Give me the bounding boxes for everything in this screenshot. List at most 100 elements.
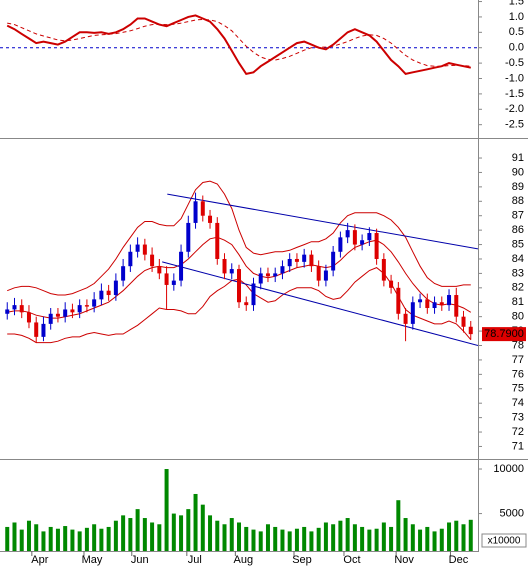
volume-bar [396, 500, 401, 551]
volume-bar [381, 522, 386, 551]
x-tick-label: Apr [31, 554, 48, 566]
volume-bar [113, 520, 118, 551]
volume-bar [418, 529, 423, 551]
y-tick-label: 72 [512, 426, 524, 438]
y-tick-label: 0.5 [509, 26, 524, 38]
candle-body [439, 302, 444, 306]
volume-bar [316, 527, 321, 551]
y-tick-label: 10000 [493, 463, 524, 475]
candle-body [454, 295, 459, 317]
y-tick-label: -0.5 [505, 57, 524, 69]
volume-bar [258, 531, 263, 551]
candle-body [34, 322, 39, 337]
volume-bar [265, 524, 270, 551]
unit-box [481, 533, 527, 548]
y-tick-label: -2.5 [505, 119, 524, 131]
candle-body [5, 309, 10, 314]
candle-body [237, 269, 241, 303]
volume-bar [200, 504, 205, 551]
volume-bar [150, 522, 155, 551]
volume-bar [55, 528, 60, 551]
candle-body [55, 313, 60, 317]
y-tick-label: 1.0 [509, 11, 524, 23]
candle-body [418, 299, 423, 303]
candle-body [468, 326, 473, 335]
volume-bar [345, 518, 350, 551]
candle-body [128, 251, 133, 267]
candle-body [432, 302, 437, 309]
volume-bar [193, 493, 198, 551]
x-tick-label: Jun [131, 554, 149, 566]
candle-body [200, 201, 205, 216]
candle-body [179, 251, 184, 281]
candle-body [48, 313, 53, 324]
volume-bar [208, 515, 213, 551]
volume-bar [251, 529, 256, 551]
y-tick-label: 87 [512, 210, 524, 222]
volume-bar [121, 515, 126, 551]
volume-bar [287, 531, 292, 551]
candle-body [447, 295, 452, 306]
y-tick-label: 71 [512, 440, 524, 452]
y-tick-label: 80 [512, 311, 524, 323]
volume-bar [280, 529, 285, 551]
volume-bar [135, 509, 140, 551]
candle-body [113, 280, 118, 296]
volume-bar [171, 513, 176, 551]
y-tick-label: 85 [512, 238, 524, 250]
x-tick-label: Oct [343, 554, 360, 566]
candle-body [265, 273, 270, 277]
unit-label: x10000 [488, 536, 521, 547]
x-tick-label: Sep [292, 554, 312, 566]
oscillator-line [7, 18, 471, 67]
candle-body [396, 287, 401, 314]
volume-bar [48, 526, 53, 551]
volume-bar [352, 524, 357, 551]
y-tick-label: 77 [512, 354, 524, 366]
y-tick-label: 89 [512, 181, 524, 193]
candle-body [77, 305, 82, 313]
volume-bar [128, 518, 133, 551]
y-tick-label: 0.0 [509, 42, 524, 54]
volume-bar [302, 526, 307, 551]
y-tick-label: -1.5 [505, 88, 524, 100]
volume-bar [229, 518, 234, 551]
volume-bar [222, 524, 227, 551]
candle-body [157, 266, 162, 274]
volume-bar [273, 526, 278, 551]
volume-bar [92, 524, 97, 551]
candle-body [26, 312, 31, 323]
candle-body [331, 251, 336, 271]
volume-bar [432, 531, 437, 551]
volume-bar [19, 529, 24, 551]
candle-body [121, 266, 126, 281]
y-tick-label: -2.0 [505, 103, 524, 115]
candle-body [164, 273, 169, 285]
volume-bar [461, 524, 466, 551]
y-tick-label: 86 [512, 224, 524, 236]
candle-body [12, 305, 17, 310]
volume-bar [367, 529, 372, 551]
candle-body [338, 237, 343, 252]
y-tick-label: 81 [512, 296, 524, 308]
candle-body [258, 273, 263, 284]
last-price-label: 78.7900 [484, 328, 524, 340]
candle-body [273, 273, 278, 277]
candle-body [360, 240, 365, 245]
candle-body [193, 201, 198, 223]
x-tick-label: Jul [188, 554, 202, 566]
volume-bar [360, 526, 365, 551]
y-tick-label: 91 [512, 152, 524, 164]
candle-body [208, 215, 213, 223]
candle-body [389, 280, 394, 288]
candle-body [309, 254, 314, 267]
volume-bar [215, 520, 220, 551]
plot-area [5, 180, 478, 346]
volume-bar [164, 469, 169, 551]
candle-body [323, 270, 328, 281]
x-tick-label: Nov [394, 554, 414, 566]
volume-bar [410, 524, 415, 551]
volume-bar [447, 522, 452, 551]
